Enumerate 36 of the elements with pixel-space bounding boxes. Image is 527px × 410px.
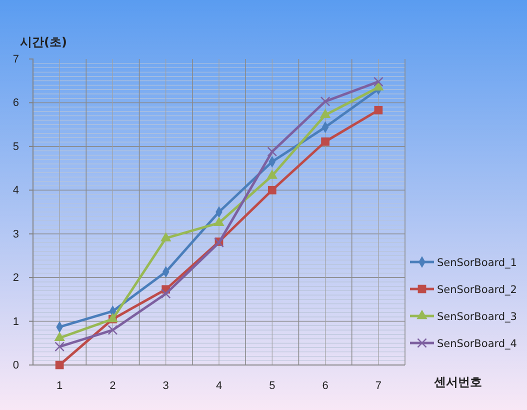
x-tick-label: 2 bbox=[110, 380, 116, 392]
x-tick-label: 5 bbox=[269, 380, 276, 392]
x-tick-label: 1 bbox=[56, 380, 63, 392]
point bbox=[160, 232, 172, 242]
point bbox=[160, 288, 171, 299]
y-tick-label: 4 bbox=[12, 184, 19, 197]
point bbox=[266, 170, 278, 179]
y-axis-title: 시간(초) bbox=[20, 35, 67, 49]
point bbox=[373, 81, 384, 91]
y-tick-label: 2 bbox=[12, 272, 19, 284]
y-tick-label: 6 bbox=[12, 97, 19, 110]
y-tick-label: 1 bbox=[12, 316, 19, 328]
y-tick-label: 7 bbox=[12, 54, 19, 66]
legend-label: SenSorBoard_4 bbox=[437, 338, 518, 350]
y-tick-label: 3 bbox=[12, 228, 19, 240]
point bbox=[214, 216, 224, 226]
point bbox=[373, 76, 384, 87]
point bbox=[268, 186, 276, 194]
x-tick-label: 7 bbox=[375, 380, 382, 392]
point bbox=[320, 108, 331, 118]
point bbox=[320, 96, 330, 106]
x-tick-label: 3 bbox=[162, 380, 169, 392]
x-axis-title: 센서번호 bbox=[434, 375, 482, 389]
point bbox=[54, 342, 65, 352]
legend-label: SenSorBoard_3 bbox=[437, 311, 517, 323]
legend-label: SenSorBoard_1 bbox=[437, 257, 517, 269]
point bbox=[267, 146, 278, 157]
x-tick-label: 6 bbox=[322, 380, 328, 392]
point bbox=[108, 325, 118, 335]
point bbox=[374, 106, 383, 114]
x-tick-label: 4 bbox=[216, 380, 222, 392]
point bbox=[55, 360, 64, 370]
legend-label: SenSorBoard_2 bbox=[437, 284, 517, 296]
y-tick-label: 0 bbox=[12, 360, 19, 372]
point bbox=[321, 137, 330, 146]
y-tick-label: 5 bbox=[12, 140, 19, 153]
